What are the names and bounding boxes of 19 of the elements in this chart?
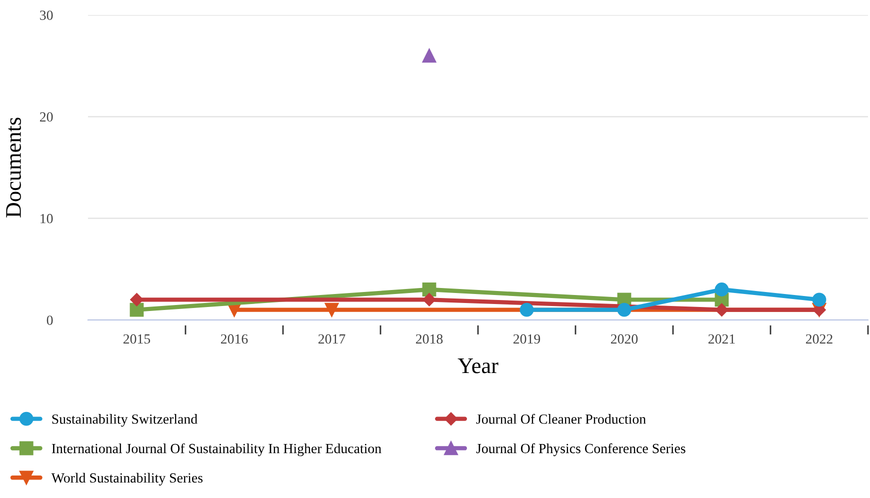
legend-label: Journal Of Cleaner Production	[476, 414, 646, 424]
legend-label: World Sustainability Series	[51, 472, 203, 486]
x-tick-label: 2016	[220, 334, 248, 344]
legend-label: International Journal Of Sustainability In Higher Education	[52, 443, 382, 456]
legend-label: Sustainability Switzerland	[52, 414, 198, 427]
x-tick-label: 2019	[513, 334, 540, 344]
x-tick-label: 2021	[708, 334, 735, 344]
y-axis-title: Documents	[6, 118, 21, 218]
legend-label: Journal Of Physics Conference Series	[476, 443, 686, 456]
x-tick-label: 2022	[806, 334, 832, 344]
y-tick-label: 10	[40, 214, 53, 224]
y-tick-label: 20	[40, 112, 53, 122]
x-tick-label: 2015	[123, 334, 150, 344]
x-tick-label: 2017	[318, 334, 346, 344]
y-tick-label: 30	[40, 10, 53, 20]
y-tick-label: 0	[46, 316, 53, 325]
x-axis-title: Year	[458, 358, 498, 374]
x-tick-label: 2020	[610, 334, 638, 344]
x-tick-label: 2018	[416, 334, 443, 344]
